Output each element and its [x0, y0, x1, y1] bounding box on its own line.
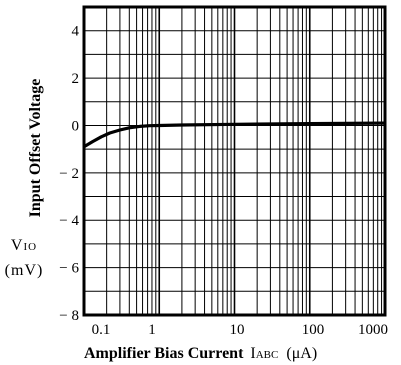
y-symbol: VIO — [11, 237, 37, 254]
plot-frame — [82, 5, 387, 317]
x-tick-label: 1 — [148, 322, 156, 338]
x-tick-label: 1000 — [358, 322, 388, 338]
series-layer — [83, 121, 386, 149]
y-axis-title: Input Offset Voltage — [27, 79, 44, 218]
y-symbol-main: V — [11, 237, 24, 254]
x-axis-title-text: Amplifier Bias Current — [84, 345, 244, 362]
x-tick-label: 10 — [230, 322, 245, 338]
x-axis-title: Amplifier Bias Current IABC (μA) — [84, 345, 317, 362]
y-tick-label: − 8 — [59, 308, 79, 324]
y-tick-label: − 4 — [59, 213, 79, 229]
y-tick-label: 2 — [72, 71, 80, 87]
y-tick-label: − 2 — [59, 166, 79, 182]
tick-labels: 0.1 1 10 100 1000 4 2 0 − 2 − 4 − 6 − 8 — [59, 24, 388, 338]
x-tick-label: 100 — [302, 322, 325, 338]
y-tick-label: 0 — [72, 118, 80, 134]
y-symbol-subscript: IO — [23, 241, 37, 253]
grid — [84, 7, 385, 315]
x-symbol: I — [250, 345, 255, 362]
offset-voltage-curve — [83, 121, 386, 149]
x-tick-label: 0.1 — [92, 322, 111, 338]
x-symbol-subscript: ABC — [256, 349, 279, 361]
x-unit: (μA) — [286, 345, 317, 362]
y-unit: (mV) — [5, 262, 44, 279]
y-tick-label: 4 — [72, 24, 80, 40]
y-tick-label: − 6 — [59, 261, 79, 277]
